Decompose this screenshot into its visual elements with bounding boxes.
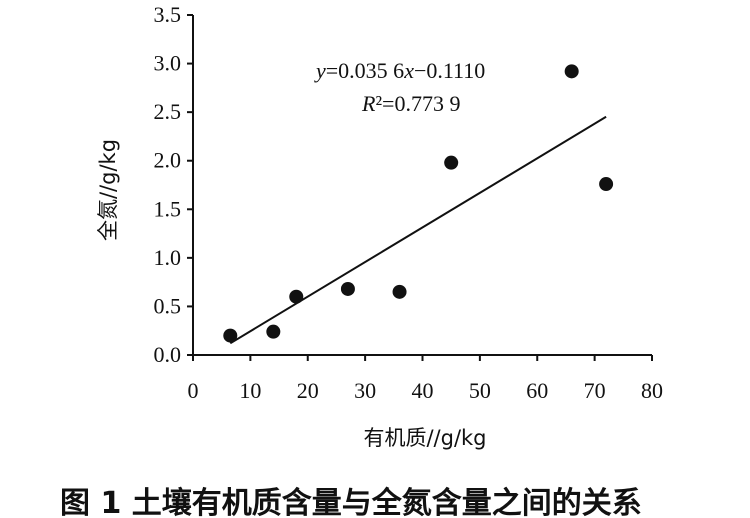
x-axis-title: 有机质//g/kg <box>363 426 486 450</box>
y-tick-label: 3.5 <box>154 2 182 27</box>
y-tick-label: 2.0 <box>154 148 182 173</box>
x-tick-label: 50 <box>469 378 491 403</box>
x-ticks: 0 10 20 30 40 50 60 70 80 <box>188 355 663 403</box>
x-tick-label: 60 <box>526 378 548 403</box>
x-tick-label: 30 <box>354 378 376 403</box>
x-tick-label: 40 <box>412 378 434 403</box>
data-point <box>223 328 238 343</box>
x-tick-label: 20 <box>297 378 319 403</box>
y-tick-label: 3.0 <box>154 51 182 76</box>
data-point <box>289 289 304 304</box>
scatter-chart: 0.0 0.5 1.0 1.5 2.0 2.5 3.0 3.5 0 10 20 30 40 50 60 70… <box>96 2 663 450</box>
data-point <box>599 177 614 192</box>
y-tick-label: 1.5 <box>154 196 182 221</box>
y-axis-title: 全氮//g/kg <box>96 139 120 241</box>
x-tick-label: 80 <box>641 378 663 403</box>
data-point <box>266 324 281 339</box>
y-tick-label: 2.5 <box>154 99 182 124</box>
x-tick-label: 10 <box>239 378 261 403</box>
data-point <box>444 155 459 170</box>
r-squared-label: R²=0.773 9 <box>361 91 460 116</box>
trendline <box>229 115 607 345</box>
data-point <box>392 284 407 299</box>
data-points <box>223 64 614 343</box>
y-tick-label: 0.5 <box>154 293 182 318</box>
x-tick-label: 0 <box>188 378 199 403</box>
y-tick-label: 0.0 <box>154 342 182 367</box>
data-point <box>340 281 355 296</box>
y-tick-label: 1.0 <box>154 245 182 270</box>
x-tick-label: 70 <box>584 378 606 403</box>
data-point <box>564 64 579 79</box>
regression-equation: y=0.035 6x−0.1110 <box>314 58 485 83</box>
y-ticks: 0.0 0.5 1.0 1.5 2.0 2.5 3.0 3.5 <box>154 2 193 367</box>
figure-caption: 图 1 土壤有机质含量与全氮含量之间的关系 <box>60 486 642 518</box>
